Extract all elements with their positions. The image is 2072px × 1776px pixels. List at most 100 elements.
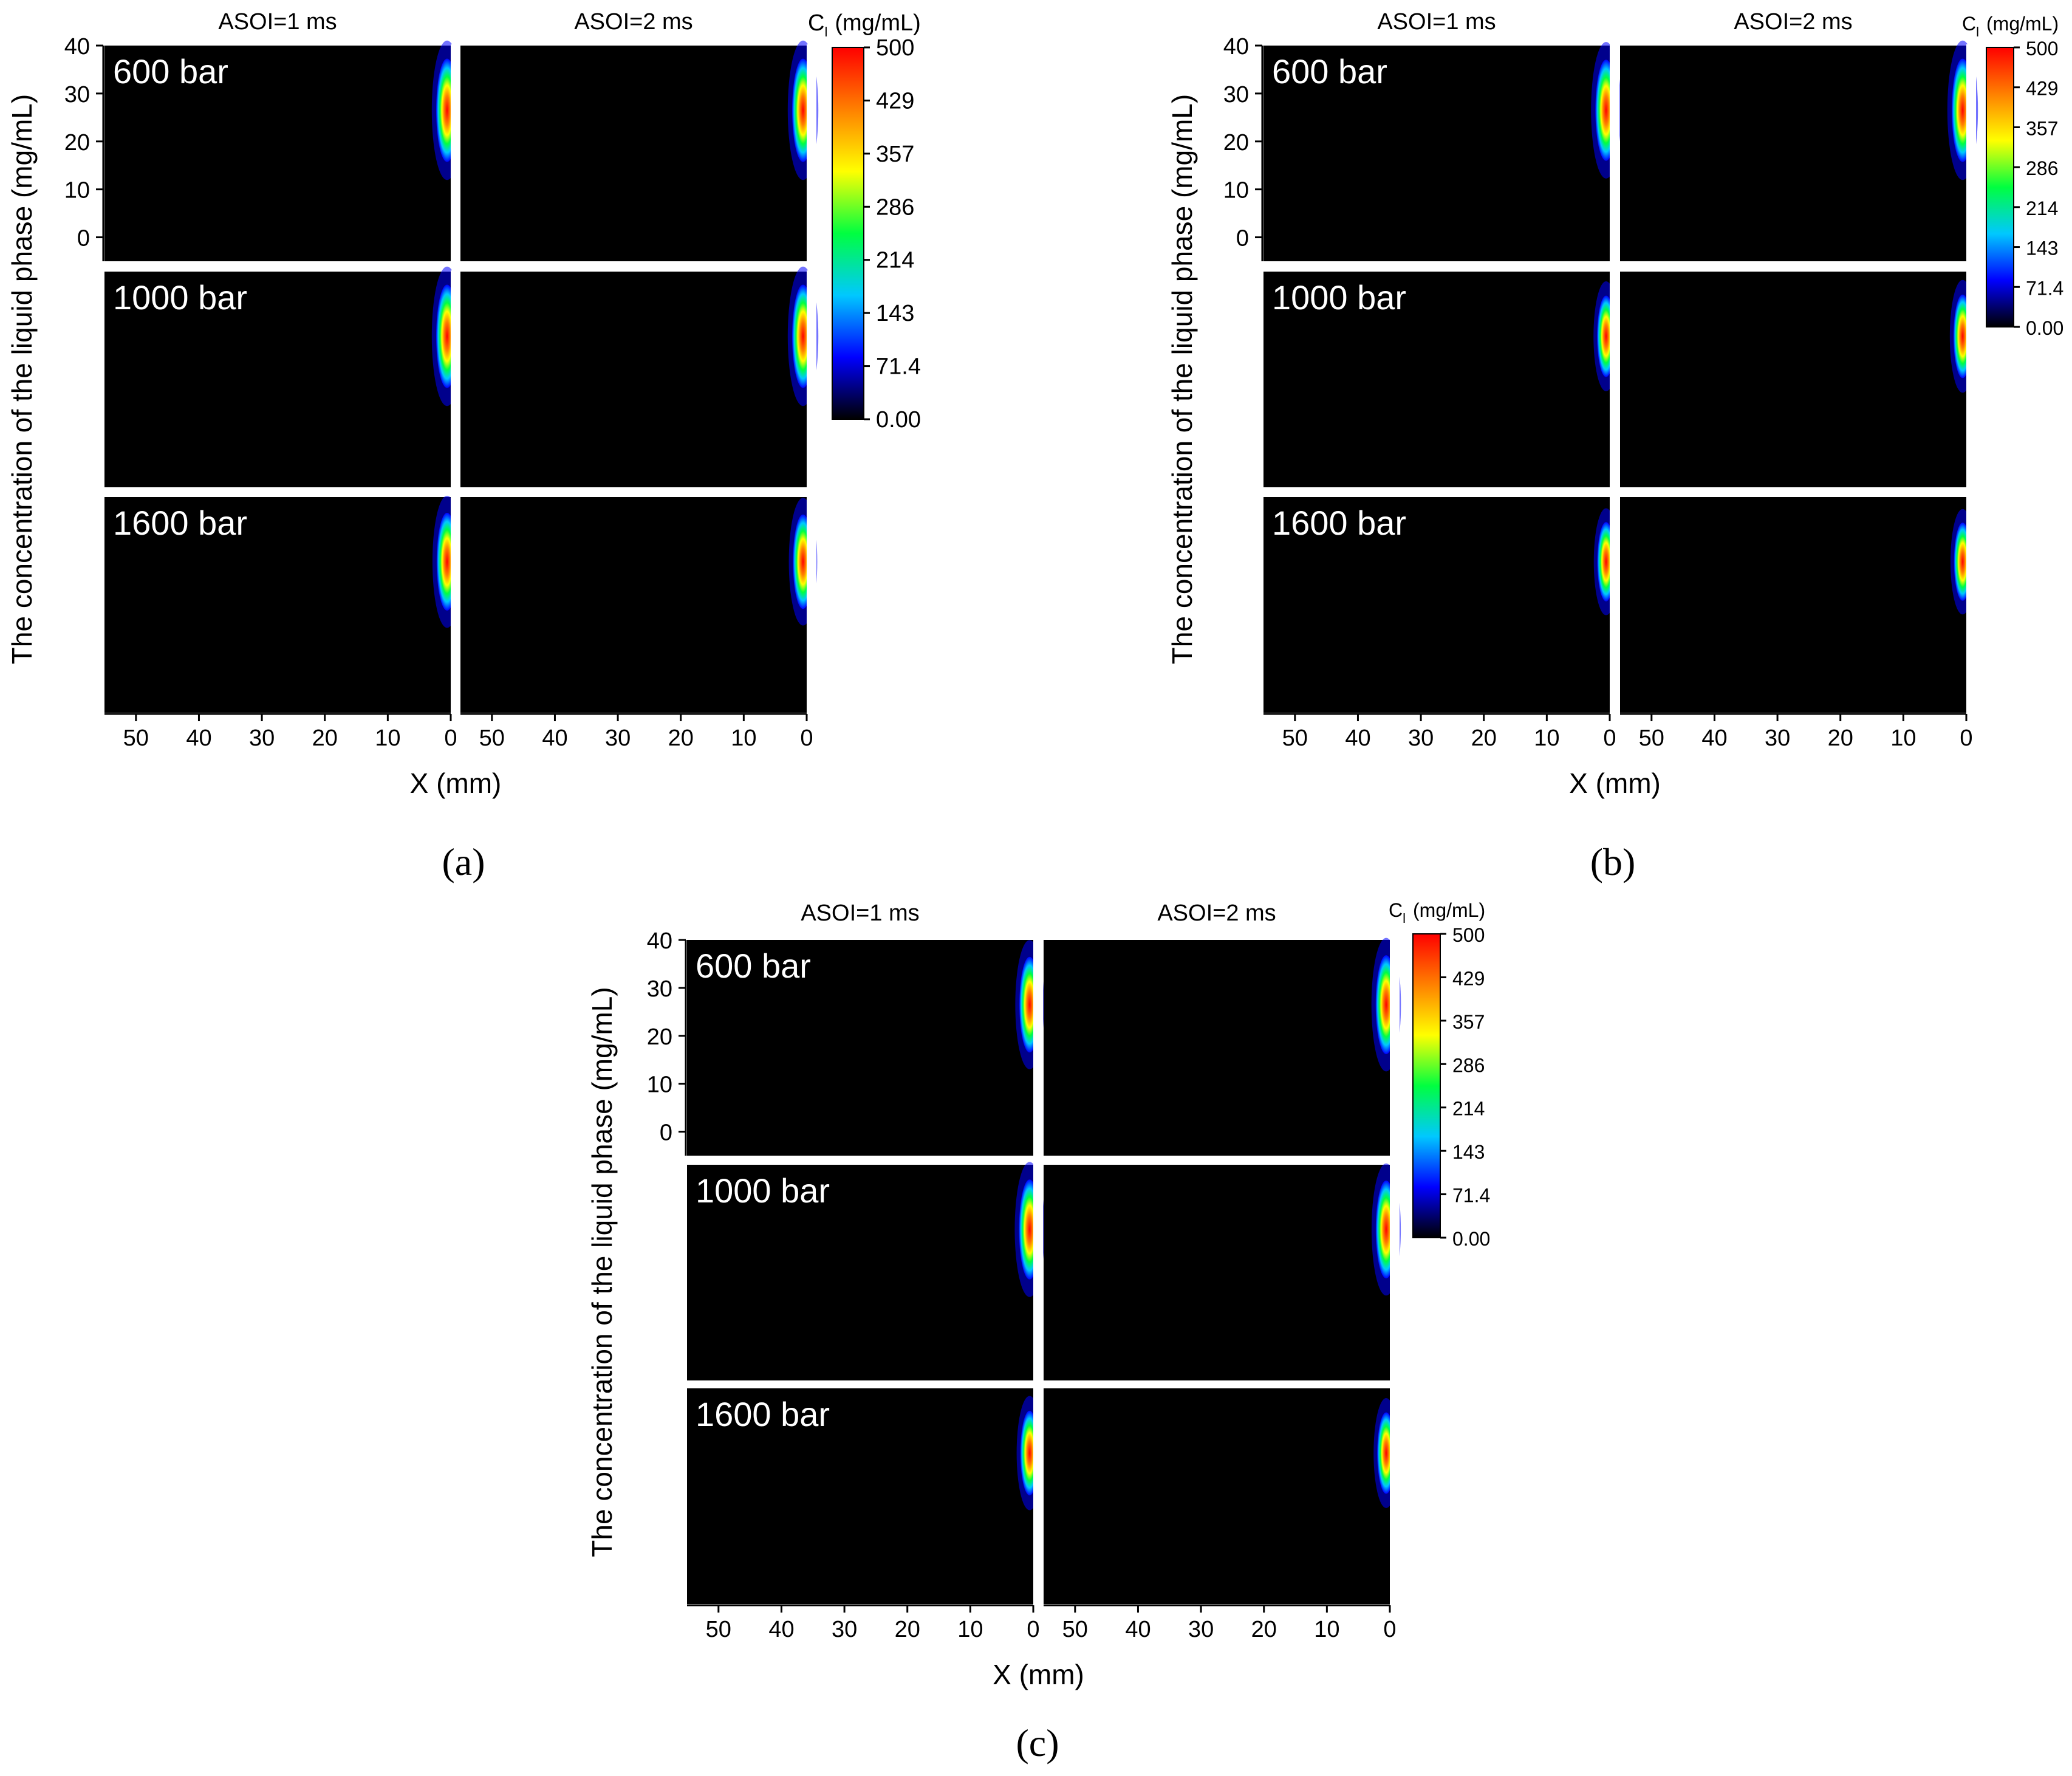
x-tick-label: 50 <box>1282 725 1308 751</box>
colorbar-tick-label: 214 <box>876 248 914 273</box>
x-tick-label: 30 <box>1188 1617 1214 1642</box>
y-tick-label: 10 <box>647 1072 672 1098</box>
y-tick-label: 0 <box>77 226 90 252</box>
colorbar-tick-label: 357 <box>1452 1011 1485 1033</box>
colorbar-tick-label: 71.4 <box>2026 277 2063 299</box>
heatmap-cell <box>1044 938 1401 1157</box>
y-axis-label: The concentration of the liquid phase (m… <box>6 94 38 664</box>
heatmap-cell: 1000 bar <box>104 266 463 489</box>
heatmap-background <box>460 497 807 713</box>
heatmap-background <box>1263 272 1610 487</box>
heatmap-cell: 1600 bar <box>104 495 462 714</box>
heatmap-background <box>687 1165 1033 1380</box>
y-tick-label: 30 <box>64 82 90 108</box>
colorbar-title-sub: l <box>824 24 827 39</box>
colorbar-tick-label: 214 <box>1452 1098 1485 1120</box>
figure-label: (b) <box>1590 840 1636 883</box>
colorbar-tick-label: 71.4 <box>1452 1185 1490 1207</box>
column-title: ASOI=2 ms <box>574 9 692 35</box>
colorbar-title: Cl (mg/mL) <box>1389 899 1485 926</box>
figure-label: (a) <box>442 840 485 883</box>
colorbar <box>1986 47 2014 327</box>
heatmap-background <box>104 272 451 487</box>
x-axis-label: X (mm) <box>993 1659 1084 1690</box>
heatmap-cell: 1600 bar <box>1263 496 1619 714</box>
colorbar-title: Cl (mg/mL) <box>808 10 921 39</box>
colorbar-tick-label: 143 <box>1452 1141 1485 1163</box>
x-tick-label: 20 <box>895 1617 920 1642</box>
heatmap-background <box>460 272 807 487</box>
colorbar-tick-label: 214 <box>2026 197 2058 219</box>
y-tick-label: 10 <box>64 178 90 204</box>
colorbar-title-main: C <box>1962 13 1976 35</box>
x-tick-label: 0 <box>1383 1617 1396 1642</box>
colorbar-tick-label: 429 <box>2026 78 2058 100</box>
heatmap-background <box>1044 1165 1390 1380</box>
colorbar-tick-label: 500 <box>2026 38 2058 60</box>
x-tick-label: 10 <box>957 1617 983 1642</box>
heatmap-background <box>1044 1388 1390 1604</box>
colorbar-title-sub: l <box>1403 911 1406 926</box>
y-tick-label: 40 <box>64 34 90 60</box>
x-tick-label: 40 <box>1701 725 1727 751</box>
figure-panel-b: ASOI=1 ms ASOI=2 ms 600 bar 1000 bar 1600 ba… <box>1166 9 2063 799</box>
column-title: ASOI=1 ms <box>801 900 919 926</box>
colorbar-title-unit: (mg/mL) <box>1986 13 2059 35</box>
pressure-label: 1600 bar <box>1272 504 1406 542</box>
colorbar-tick-label: 143 <box>876 301 914 326</box>
heatmap-cell: 600 bar <box>104 40 463 262</box>
heatmap-cell: 1000 bar <box>1263 270 1619 489</box>
colorbar-title-unit: (mg/mL) <box>835 10 920 36</box>
heatmap-cell: 1600 bar <box>687 1387 1043 1605</box>
colorbar-tick-label: 143 <box>2026 238 2058 259</box>
heatmap-background <box>687 1388 1033 1604</box>
column-title: ASOI=2 ms <box>1157 900 1276 926</box>
heatmap-background <box>1263 46 1610 261</box>
x-axis-label: X (mm) <box>410 767 502 799</box>
y-tick-label: 20 <box>64 130 90 156</box>
x-tick-label: 0 <box>800 725 813 751</box>
colorbar <box>1412 933 1441 1238</box>
colorbar-title-unit: (mg/mL) <box>1413 899 1485 921</box>
colorbar-tick-label: 500 <box>876 35 914 61</box>
x-tick-label: 20 <box>668 725 694 751</box>
heatmap-cell <box>460 40 819 262</box>
colorbar-tick-label: 357 <box>2026 117 2058 139</box>
heatmap-background <box>104 497 451 713</box>
colorbar-title-sub: l <box>1976 24 1979 39</box>
heatmap-cell: 1000 bar <box>687 1162 1045 1382</box>
heatmap-cell <box>1044 1387 1400 1605</box>
colorbar-tick-label: 0.00 <box>1452 1228 1490 1250</box>
x-tick-label: 50 <box>123 725 149 751</box>
colorbar-title: Cl (mg/mL) <box>1962 13 2059 39</box>
x-tick-label: 50 <box>1639 725 1664 751</box>
figure-label: (c) <box>1016 1721 1059 1764</box>
heatmap-background <box>1620 46 1966 261</box>
pressure-label: 1000 bar <box>696 1171 830 1210</box>
x-tick-label: 10 <box>1314 1617 1339 1642</box>
x-tick-label: 0 <box>1027 1617 1039 1642</box>
y-axis-label: The concentration of the liquid phase (m… <box>1166 94 1198 664</box>
x-tick-label: 20 <box>1251 1617 1277 1642</box>
y-tick-label: 30 <box>1223 82 1249 108</box>
x-tick-label: 0 <box>1603 725 1616 751</box>
x-tick-label: 40 <box>768 1617 794 1642</box>
x-tick-label: 40 <box>1345 725 1370 751</box>
heatmap-background <box>460 46 807 261</box>
pressure-label: 1600 bar <box>696 1395 830 1433</box>
colorbar-tick-label: 357 <box>876 142 914 167</box>
colorbar-tick-label: 429 <box>1452 967 1485 989</box>
colorbar-tick-label: 286 <box>876 194 914 220</box>
colorbar-tick-label: 429 <box>876 88 914 114</box>
heatmap-background <box>1263 497 1610 713</box>
column-title: ASOI=2 ms <box>1734 9 1852 35</box>
x-tick-label: 20 <box>312 725 338 751</box>
heatmap-cell <box>460 266 819 489</box>
heatmap-cell <box>460 496 818 714</box>
pressure-label: 1000 bar <box>1272 278 1406 317</box>
x-tick-label: 40 <box>186 725 211 751</box>
column-title: ASOI=1 ms <box>1377 9 1496 35</box>
figure-panel-a: ASOI=1 ms ASOI=2 ms 600 bar 1000 bar 1600 ba… <box>6 9 921 799</box>
pressure-label: 600 bar <box>1272 52 1387 91</box>
